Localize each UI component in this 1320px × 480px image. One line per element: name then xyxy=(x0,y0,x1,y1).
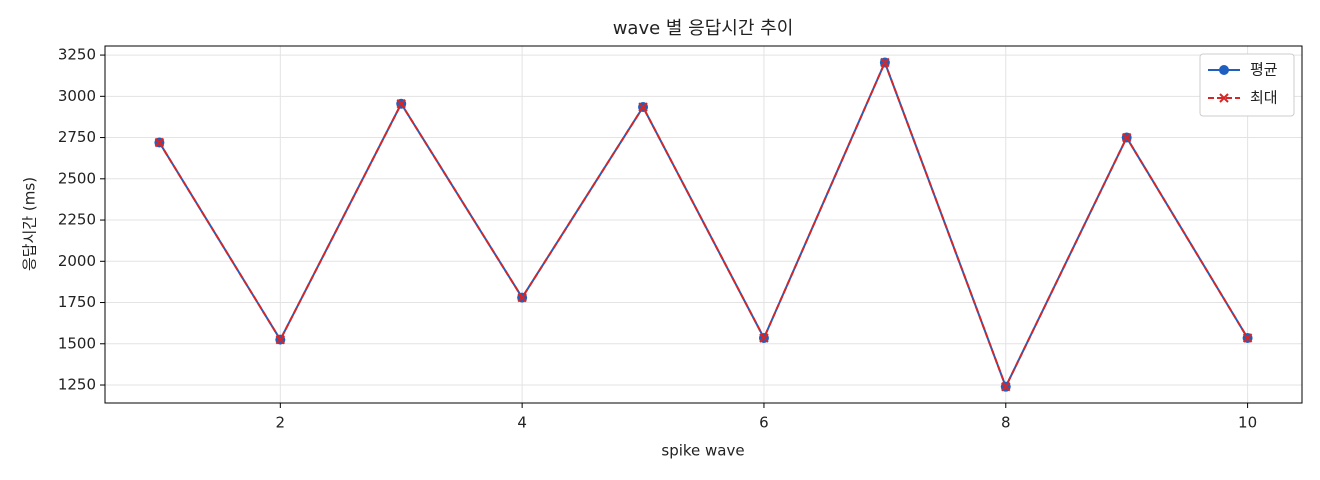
chart-title: wave 별 응답시간 추이 xyxy=(613,18,794,39)
y-tick-label: 1500 xyxy=(58,334,96,352)
y-tick-label: 2750 xyxy=(58,128,96,146)
y-tick-label: 1750 xyxy=(58,293,96,311)
x-axis-label: spike wave xyxy=(661,442,744,460)
point xyxy=(1121,132,1132,143)
point xyxy=(154,137,165,148)
x-tick-label: 2 xyxy=(276,414,286,432)
point xyxy=(275,334,286,345)
y-tick-label: 3250 xyxy=(58,46,96,64)
legend-label: 최대 xyxy=(1250,89,1278,107)
x-tick-label: 10 xyxy=(1238,414,1257,432)
y-tick-label: 1250 xyxy=(58,376,96,394)
y-tick-label: 2250 xyxy=(58,211,96,229)
point xyxy=(759,333,769,343)
y-tick-label: 2500 xyxy=(58,169,96,187)
x-tick-label: 6 xyxy=(759,414,769,432)
point xyxy=(1001,381,1011,392)
legend-label: 평균 xyxy=(1250,61,1278,79)
plot-frame xyxy=(104,45,1303,404)
point xyxy=(1242,333,1253,343)
x-tick-label: 8 xyxy=(1001,414,1011,432)
y-axis-label: 응답시간 (ms) xyxy=(21,177,39,271)
y-tick-label: 2000 xyxy=(58,252,96,270)
point xyxy=(638,102,648,112)
point xyxy=(517,292,527,303)
point xyxy=(880,57,890,68)
legend-marker xyxy=(1219,65,1229,75)
y-tick-label: 3000 xyxy=(58,87,96,105)
x-tick-label: 4 xyxy=(517,414,527,432)
legend-marker xyxy=(1219,93,1229,103)
series-line xyxy=(158,59,1249,390)
point xyxy=(396,99,406,109)
legend-box xyxy=(1199,53,1295,117)
